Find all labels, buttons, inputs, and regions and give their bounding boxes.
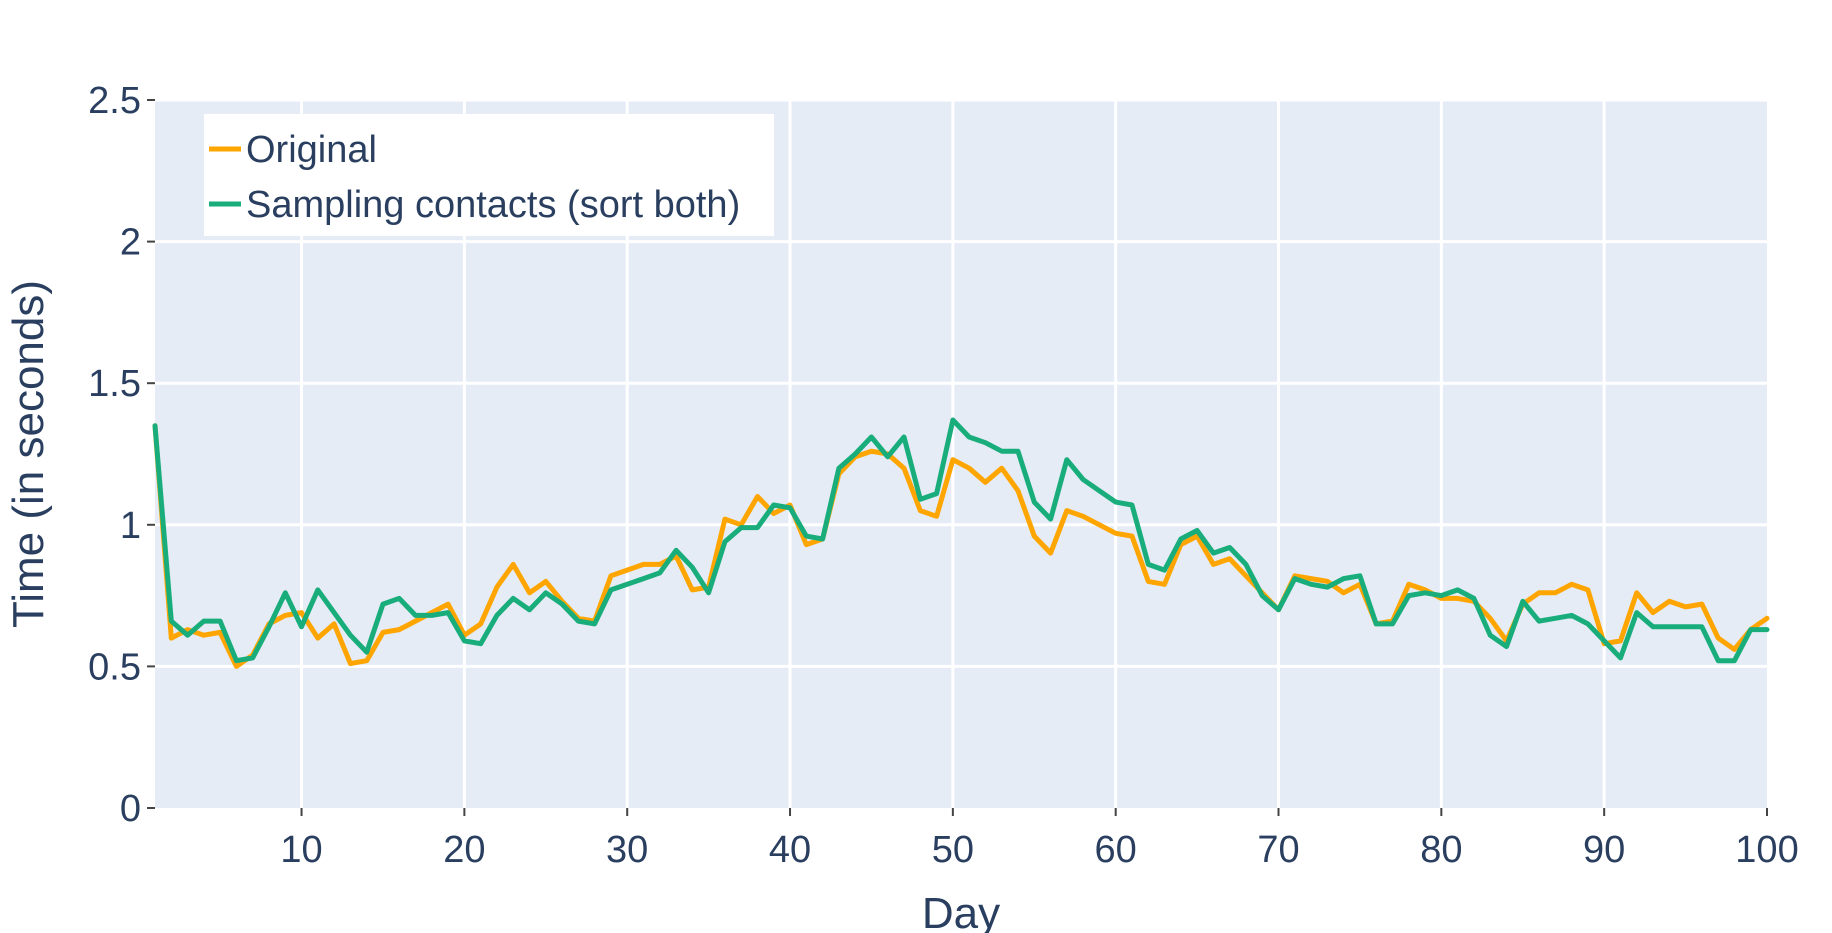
series-lines — [152, 417, 1770, 669]
x-tick-label: 10 — [280, 829, 322, 871]
series-line-sampling-contacts — [152, 417, 1770, 664]
legend-box — [204, 114, 774, 236]
y-tick-label: 0.5 — [88, 646, 141, 688]
y-axis-ticks: 0 0.5 1 1.5 2 2.5 — [88, 80, 155, 830]
y-axis-title: Time (in seconds) — [4, 280, 53, 628]
x-axis-ticks: 10 20 30 40 50 60 70 80 90 100 — [280, 808, 1799, 871]
x-tick-label: 70 — [1257, 829, 1299, 871]
x-tick-label: 90 — [1583, 829, 1625, 871]
x-tick-label: 80 — [1420, 829, 1462, 871]
x-tick-label: 30 — [606, 829, 648, 871]
y-tick-label: 1 — [120, 505, 141, 547]
y-tick-label: 1.5 — [88, 363, 141, 405]
x-tick-label: 100 — [1735, 829, 1798, 871]
x-tick-label: 20 — [443, 829, 485, 871]
x-tick-label: 40 — [769, 829, 811, 871]
x-tick-label: 50 — [932, 829, 974, 871]
legend: Original Sampling contacts (sort both) — [204, 114, 774, 236]
legend-label-sampling: Sampling contacts (sort both) — [246, 184, 740, 226]
y-tick-label: 0 — [120, 788, 141, 830]
x-axis-title: Day — [922, 889, 1000, 933]
y-tick-label: 2 — [120, 222, 141, 264]
x-tick-label: 60 — [1095, 829, 1137, 871]
y-tick-label: 2.5 — [88, 80, 141, 122]
legend-label-original: Original — [246, 129, 377, 171]
